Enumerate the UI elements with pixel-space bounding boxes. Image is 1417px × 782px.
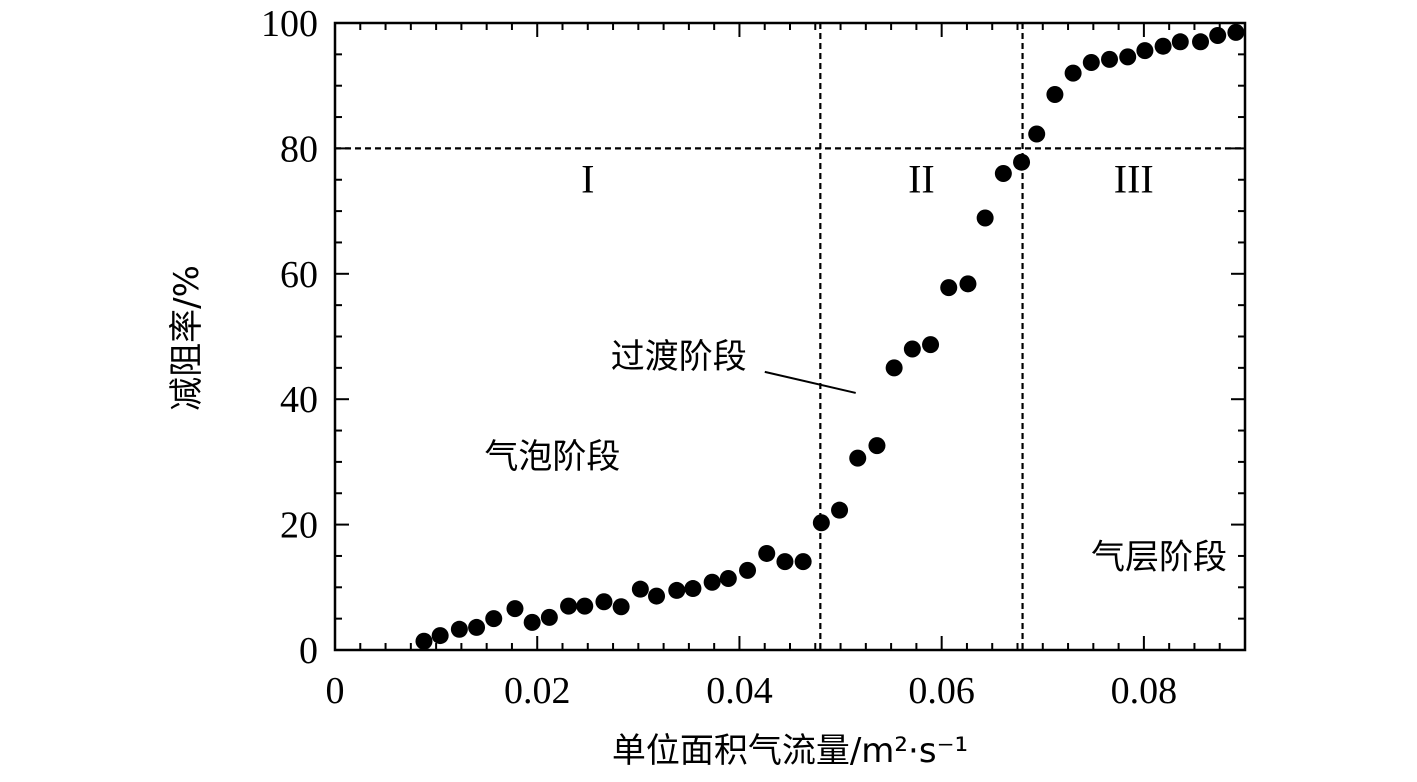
data-point xyxy=(1209,27,1227,45)
data-point xyxy=(576,597,594,615)
data-point xyxy=(940,279,958,297)
data-point xyxy=(612,598,630,616)
data-point xyxy=(631,580,649,598)
x-tick-label: 0.02 xyxy=(504,670,571,712)
annotation-label: 气泡阶段 xyxy=(484,437,620,477)
y-axis-label: 减阻率/% xyxy=(167,265,207,411)
data-point xyxy=(903,340,921,358)
x-tick-label: 0.06 xyxy=(908,670,975,712)
y-tick-label: 20 xyxy=(280,505,318,547)
data-point xyxy=(560,597,578,615)
data-point xyxy=(1046,85,1064,103)
data-point xyxy=(994,164,1012,182)
annotation-label: 过渡阶段 xyxy=(611,337,747,377)
annotation-pointer-line xyxy=(764,370,856,394)
data-point xyxy=(976,209,994,227)
data-point xyxy=(1028,125,1046,143)
data-point xyxy=(758,544,776,562)
data-point xyxy=(415,632,433,650)
data-point xyxy=(922,336,940,354)
data-point xyxy=(1082,54,1100,72)
x-tick-label: 0.08 xyxy=(1111,670,1178,712)
y-tick-label: 100 xyxy=(261,3,318,45)
data-point xyxy=(485,610,503,628)
y-tick-label: 80 xyxy=(280,128,318,170)
data-point xyxy=(885,359,903,377)
data-point xyxy=(794,553,812,571)
data-point xyxy=(739,561,757,579)
data-point xyxy=(776,553,794,571)
data-point xyxy=(668,581,686,599)
data-point xyxy=(506,600,524,618)
region-label-iii: III xyxy=(1114,156,1154,201)
data-point xyxy=(450,620,468,638)
data-point xyxy=(648,587,666,605)
data-point xyxy=(431,627,449,645)
data-point xyxy=(1119,48,1137,66)
data-point xyxy=(684,580,702,598)
data-point xyxy=(540,608,558,626)
data-point xyxy=(523,613,541,631)
data-point xyxy=(1227,23,1245,41)
data-point xyxy=(1136,42,1154,60)
data-point xyxy=(959,275,977,293)
data-point xyxy=(831,501,849,519)
data-point xyxy=(468,618,486,636)
annotation-label: 气层阶段 xyxy=(1091,537,1227,577)
data-point xyxy=(703,573,721,591)
region-label-ii: II xyxy=(908,156,935,201)
data-point xyxy=(719,570,737,588)
data-point xyxy=(595,593,613,611)
data-point xyxy=(1154,37,1172,55)
data-point xyxy=(849,449,867,467)
data-point xyxy=(1101,50,1119,68)
x-axis-label: 单位面积气流量/m²·s⁻¹ xyxy=(612,731,968,771)
data-point xyxy=(1171,33,1189,51)
data-point xyxy=(1013,153,1031,171)
data-point xyxy=(1064,64,1082,82)
y-tick-label: 60 xyxy=(280,254,318,296)
y-tick-label: 0 xyxy=(299,630,318,672)
x-tick-label: 0 xyxy=(326,670,345,712)
data-point xyxy=(868,437,886,455)
region-label-i: I xyxy=(581,156,594,201)
data-point xyxy=(812,514,830,532)
x-tick-label: 0.04 xyxy=(706,670,773,712)
data-point xyxy=(1192,33,1210,51)
y-tick-label: 40 xyxy=(280,379,318,421)
